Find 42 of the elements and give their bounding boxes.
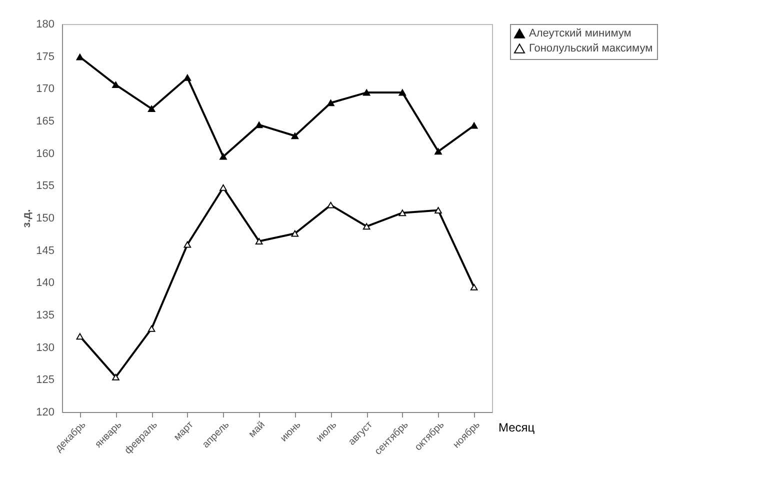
y-tick-label: 135 bbox=[36, 310, 54, 322]
y-tick-label: 175 bbox=[36, 50, 54, 63]
point bbox=[112, 374, 120, 380]
point bbox=[291, 230, 299, 237]
point bbox=[434, 148, 442, 155]
point bbox=[362, 89, 370, 96]
point bbox=[470, 122, 478, 129]
point bbox=[255, 238, 263, 245]
legend-label: Гонолульский максимум bbox=[529, 42, 653, 54]
y-tick-label: 120 bbox=[36, 406, 54, 418]
point bbox=[76, 54, 84, 60]
y-tick-label: 130 bbox=[36, 342, 54, 354]
legend-label: Алеутский минимум bbox=[529, 28, 632, 40]
point bbox=[148, 325, 156, 332]
point bbox=[291, 132, 299, 140]
point bbox=[327, 202, 334, 208]
y-tick-label: 155 bbox=[36, 180, 54, 192]
y-tick-label: 150 bbox=[36, 212, 54, 224]
point bbox=[112, 82, 120, 88]
y-axis-title: з.д. bbox=[21, 209, 34, 228]
y-tick-label: 145 bbox=[36, 244, 54, 257]
point bbox=[398, 89, 406, 96]
point bbox=[470, 284, 478, 290]
point bbox=[220, 184, 227, 191]
point bbox=[184, 74, 192, 81]
point bbox=[362, 223, 370, 230]
point bbox=[327, 100, 334, 106]
y-tick-label: 125 bbox=[36, 374, 54, 386]
point bbox=[398, 210, 406, 216]
point bbox=[148, 105, 156, 112]
point bbox=[184, 241, 192, 248]
y-tick-label: 165 bbox=[36, 116, 54, 128]
point bbox=[220, 153, 227, 160]
point bbox=[255, 122, 263, 128]
y-tick-label: 140 bbox=[36, 277, 54, 290]
point bbox=[76, 333, 84, 340]
y-tick-label: 180 bbox=[36, 18, 54, 30]
y-tick-label: 160 bbox=[36, 148, 54, 160]
x-axis-title: Месяц bbox=[498, 420, 535, 434]
point bbox=[434, 207, 442, 214]
y-tick-label: 170 bbox=[36, 83, 54, 96]
x-tick-label: май bbox=[246, 420, 268, 440]
